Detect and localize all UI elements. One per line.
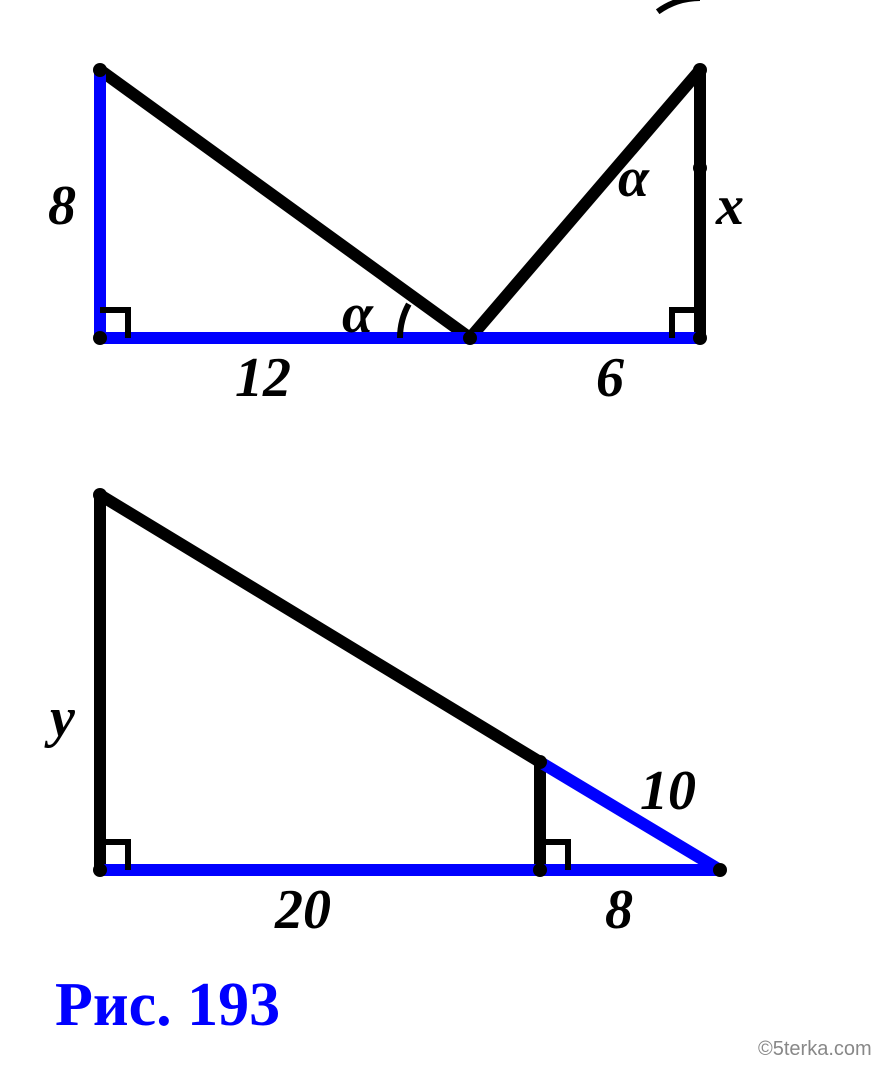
f2-label-8: 8 bbox=[605, 882, 633, 938]
f1-label-6: 6 bbox=[596, 350, 624, 406]
f1-label-8: 8 bbox=[48, 178, 76, 234]
f2-label-10: 10 bbox=[640, 763, 696, 819]
f1-label-12: 12 bbox=[235, 350, 291, 406]
figure-caption: Рис. 193 bbox=[55, 970, 280, 1041]
f1-label-x: x bbox=[716, 178, 744, 234]
f1-label-alpha1: α bbox=[342, 286, 373, 342]
f1-label-alpha2: α bbox=[618, 150, 649, 206]
diagram-stage: 8 12 α 6 α x y 20 8 10 Рис. 193 ©5terka.… bbox=[0, 0, 886, 1066]
watermark-text: ©5terka.com bbox=[758, 1038, 872, 1061]
f2-label-20: 20 bbox=[275, 882, 331, 938]
diagram-svg bbox=[0, 0, 886, 1066]
f2-label-y: y bbox=[50, 690, 75, 746]
